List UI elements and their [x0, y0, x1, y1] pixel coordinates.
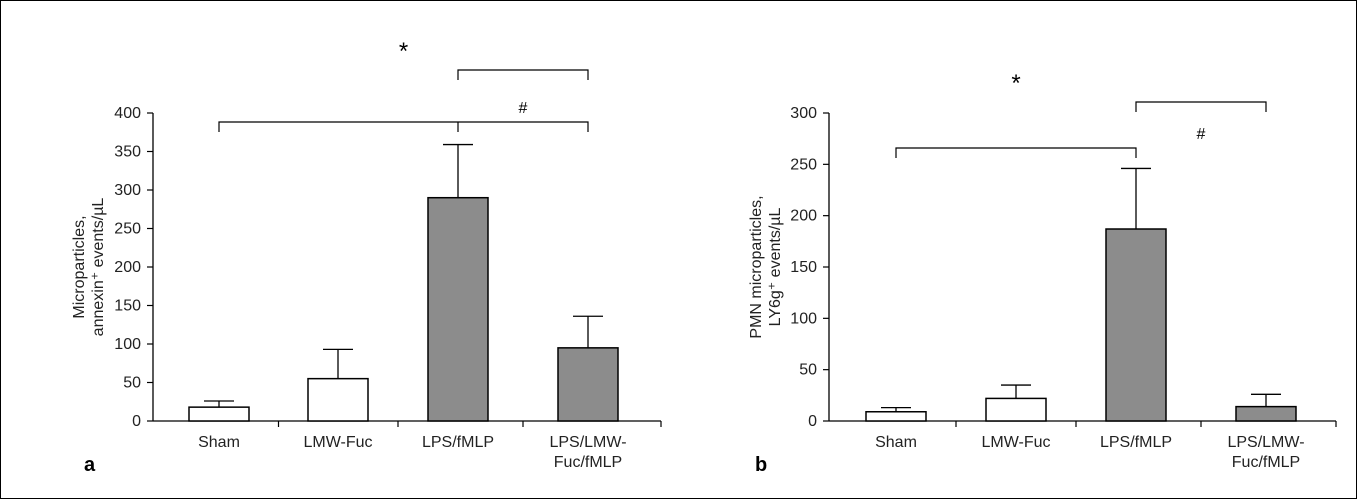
y-axis-title: annexin⁺ events/µL [90, 198, 107, 337]
y-tick-label: 250 [114, 221, 141, 238]
y-tick-label: 50 [123, 375, 141, 392]
x-category-label: LPS/fMLP [422, 434, 494, 451]
bar [427, 196, 489, 422]
x-category-label: LPS/fMLP [1100, 434, 1172, 451]
significance-bracket [1135, 101, 1267, 112]
y-tick-label: 200 [790, 208, 817, 225]
x-category-label: LMW-Fuc [981, 434, 1050, 451]
x-category-label: Sham [875, 434, 917, 451]
bar [865, 411, 927, 422]
bar [1235, 405, 1297, 422]
y-tick-label: 400 [114, 105, 141, 122]
y-tick-label: 50 [799, 362, 817, 379]
significance-bracket [218, 121, 589, 132]
y-axis-title: Microparticles, [71, 215, 88, 318]
bar [188, 406, 250, 422]
significance-marker: * [399, 38, 408, 65]
y-tick-label: 0 [132, 413, 141, 430]
significance-bracket [457, 69, 589, 80]
x-category-label: Sham [198, 434, 240, 451]
x-category-label: LPS/LMW-Fuc/fMLP [549, 434, 626, 471]
y-tick-label: 100 [114, 336, 141, 353]
y-tick-label: 300 [790, 105, 817, 122]
y-tick-label: 200 [114, 259, 141, 276]
chart-panel-b: 0 50 100 150 200 250 300 Sham LMW-Fuc LPS/fMLP LPS… [748, 70, 1337, 476]
y-tick-label: 150 [114, 298, 141, 315]
bar [985, 397, 1047, 422]
significance-bracket [895, 147, 1137, 158]
significance-marker: # [519, 100, 528, 117]
x-category-label: LPS/LMW-Fuc/fMLP [1227, 434, 1304, 471]
bar [1105, 228, 1167, 422]
significance-marker: * [1011, 70, 1020, 97]
y-tick-label: 250 [790, 156, 817, 173]
panel-label: a [84, 454, 96, 476]
y-tick-label: 0 [808, 413, 817, 430]
bar [557, 347, 619, 422]
y-tick-label: 300 [114, 182, 141, 199]
y-axis-title: PMN microparticles, [748, 195, 765, 338]
y-axis-title: LY6g⁺ events/µL [767, 208, 784, 327]
chart-panel-a: 0 50 100 150 200 250 300 350 400 Sham LMW-Fuc LPS/f… [71, 38, 662, 476]
y-tick-label: 350 [114, 144, 141, 161]
panel-label: b [755, 454, 767, 476]
y-tick-label: 100 [790, 310, 817, 327]
x-category-label: LMW-Fuc [303, 434, 372, 451]
significance-marker: # [1197, 126, 1206, 143]
y-tick-label: 150 [790, 259, 817, 276]
bar [307, 377, 369, 422]
